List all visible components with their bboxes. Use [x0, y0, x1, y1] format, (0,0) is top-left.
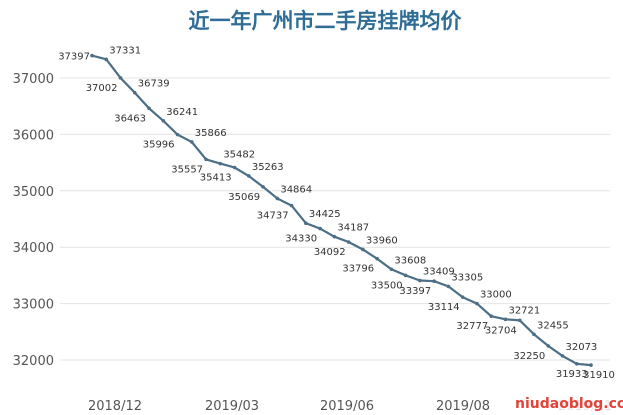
data-label: 35413 — [200, 173, 232, 184]
data-point — [204, 157, 208, 162]
data-label: 36739 — [138, 79, 170, 90]
data-label: 34187 — [337, 223, 369, 234]
data-label: 33500 — [371, 280, 403, 291]
data-point — [104, 57, 109, 62]
data-point — [574, 361, 579, 366]
data-point — [375, 256, 379, 261]
data-point — [532, 332, 536, 337]
data-point — [475, 301, 479, 306]
x-tick-label: 2019/08 — [436, 399, 490, 414]
data-point — [389, 267, 394, 272]
y-tick-label: 36000 — [13, 128, 54, 143]
x-tick-label: 2019/03 — [205, 399, 259, 414]
data-label: 33397 — [399, 286, 431, 297]
data-label: 33960 — [366, 235, 398, 246]
data-label: 33000 — [480, 290, 512, 301]
data-label: 31910 — [583, 370, 615, 381]
y-tick-label: 33000 — [13, 298, 54, 313]
data-point — [418, 278, 422, 283]
data-point — [589, 363, 593, 367]
data-labels: 37397 37331 37002 36739 36463 36241 35996 35866… — [58, 45, 615, 381]
data-label: 34737 — [257, 211, 289, 222]
data-label: 34864 — [280, 184, 312, 195]
data-point — [332, 234, 337, 239]
data-label: 35996 — [143, 140, 175, 151]
data-point — [517, 318, 522, 323]
watermark: niudaoblog.com — [508, 393, 623, 413]
data-label: 32250 — [513, 351, 545, 362]
data-label: 35263 — [252, 162, 284, 173]
data-point — [304, 221, 308, 226]
watermark-text: niudaoblog.com — [515, 396, 623, 412]
data-point — [503, 317, 508, 322]
data-label: 32777 — [456, 321, 488, 332]
data-point — [232, 165, 237, 170]
data-point — [546, 344, 551, 348]
data-point — [432, 279, 436, 284]
data-point — [446, 284, 451, 289]
data-label: 33796 — [342, 264, 374, 275]
data-label: 36241 — [166, 107, 198, 118]
data-points — [90, 53, 593, 367]
data-point — [361, 247, 365, 252]
data-point — [247, 174, 251, 178]
data-point — [261, 185, 265, 189]
data-point — [147, 106, 151, 111]
data-label: 32704 — [485, 325, 517, 336]
data-label: 35557 — [171, 164, 203, 175]
gridlines — [60, 77, 610, 361]
y-tick-label: 34000 — [13, 241, 54, 256]
y-tick-label: 32000 — [13, 354, 54, 369]
data-point — [289, 203, 294, 208]
data-point — [90, 53, 94, 58]
data-point — [190, 140, 194, 144]
data-label: 37331 — [109, 45, 141, 56]
data-point — [489, 314, 494, 318]
data-point — [346, 240, 351, 244]
data-point — [161, 119, 166, 123]
data-point — [175, 132, 180, 137]
data-point — [132, 90, 137, 95]
data-label: 37002 — [86, 83, 118, 94]
data-label: 34092 — [314, 247, 346, 258]
data-label: 32455 — [537, 320, 569, 331]
data-label: 33608 — [394, 255, 426, 266]
data-label: 36463 — [114, 113, 146, 124]
data-label: 34330 — [285, 234, 317, 245]
data-point — [460, 295, 465, 299]
data-label: 33305 — [451, 272, 483, 283]
y-tick-label: 35000 — [13, 185, 54, 200]
data-label: 35866 — [195, 128, 227, 139]
data-label: 35069 — [228, 192, 260, 203]
data-label: 32721 — [508, 305, 540, 316]
data-point — [403, 273, 408, 278]
data-label: 32073 — [565, 342, 597, 353]
data-point — [218, 161, 223, 166]
watermark-background — [508, 393, 620, 413]
data-label: 37397 — [58, 52, 90, 63]
y-axis: 32000 33000 34000 35000 36000 37000 — [13, 72, 54, 369]
data-label: 34425 — [309, 209, 341, 220]
y-tick-label: 37000 — [13, 72, 54, 87]
data-label: 31933 — [556, 369, 588, 380]
data-point — [560, 354, 565, 358]
series-line — [91, 54, 592, 367]
chart-title: 近一年广州市二手房挂牌均价 — [189, 9, 463, 33]
data-label: 35482 — [223, 150, 255, 161]
x-tick-label: 2019/06 — [320, 399, 374, 414]
data-point — [318, 226, 322, 231]
data-point — [118, 76, 123, 80]
data-label: 33409 — [423, 267, 455, 278]
data-point — [275, 196, 280, 201]
data-label: 33114 — [428, 302, 460, 313]
x-tick-label: 2018/12 — [88, 399, 142, 414]
